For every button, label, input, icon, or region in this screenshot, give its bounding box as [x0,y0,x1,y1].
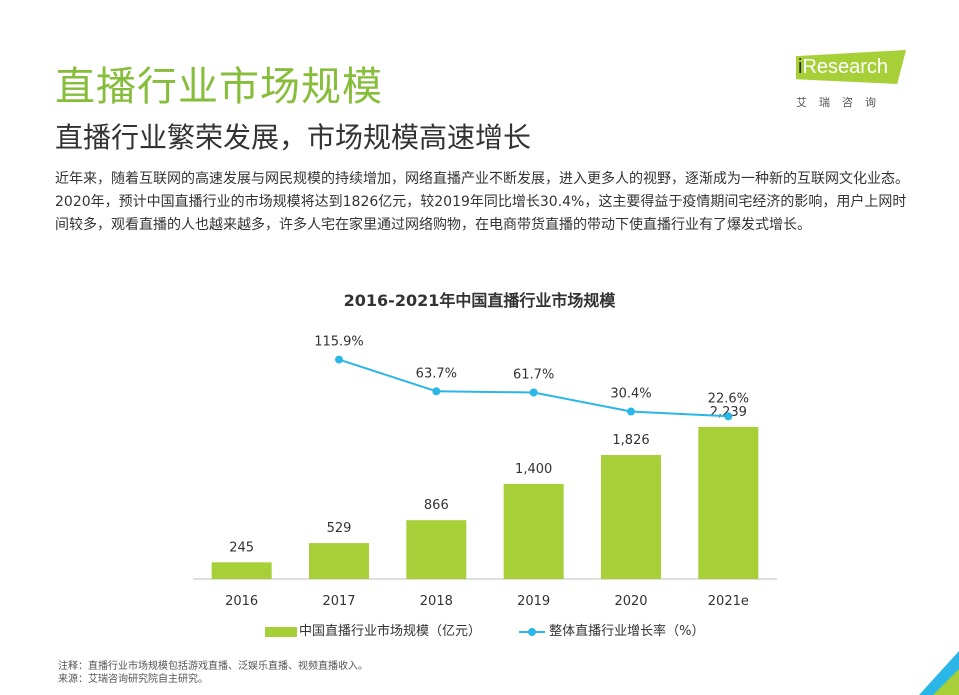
growth-point-2017 [335,355,343,364]
x-tick-2016: 2016 [225,594,258,609]
footnote-note: 注释：直播行业市场规模包括游戏直播、泛娱乐直播、视频直播收入。 [58,661,368,672]
footnote-source: 来源：艾瑞咨询研究院自主研究。 [58,674,208,685]
growth-point-2021e [724,412,733,421]
footnotes: 注释：直播行业市场规模包括游戏直播、泛娱乐直播、视频直播收入。 来源：艾瑞咨询研… [58,660,368,686]
bar-2018 [406,520,467,579]
growth-point-2019 [529,388,538,397]
growth-point-2020 [627,407,635,416]
legend-label-market-size: 中国直播行业市场规模（亿元） [299,624,482,639]
x-tick-2019: 2019 [517,594,550,609]
growth-label-2019: 61.7% [513,368,554,383]
bar-2020 [601,454,661,579]
bar-label-2018: 866 [424,498,449,513]
iresearch-logo: iResearch 艾瑞咨询 [788,44,913,114]
bar-2016 [211,562,272,579]
chart-legend: 中国直播行业市场规模（亿元） 整体直播行业增长率（%） [265,620,739,640]
x-tick-2018: 2018 [420,594,453,609]
legend-line-marker [519,627,546,636]
logo-badge [796,50,906,84]
bar-label-2016: 245 [229,540,254,555]
x-tick-2017: 2017 [322,594,355,609]
page-subtitle: 直播行业繁荣发展，市场规模高速增长 [55,121,532,154]
growth-label-2017: 115.9% [314,335,364,350]
bar-2017 [309,543,369,579]
x-tick-2021e: 2021e [708,594,749,609]
logo-wordmark: iResearch [798,56,889,78]
legend-bar-swatch [265,626,297,637]
bar-label-2017: 529 [327,521,352,536]
bar-label-2019: 1,400 [515,462,552,477]
bar-label-2020: 1,826 [612,433,649,448]
page-title: 直播行业市场规模 [55,64,383,110]
chart-title: 2016-2021年中国直播行业市场规模 [343,291,616,310]
corner-decoration [919,651,959,695]
growth-label-2020: 30.4% [610,387,651,402]
growth-label-2021e: 22.6% [708,391,749,406]
growth-label-2018: 63.7% [416,366,457,381]
legend-item-growth-rate: 整体直播行业增长率（%） [519,620,705,639]
logo-chinese-name: 艾瑞咨询 [796,96,888,109]
growth-point-2018 [432,387,441,396]
bar-2019 [503,483,564,579]
legend-item-market-size: 中国直播行业市场规模（亿元） [265,620,481,639]
intro-paragraph: 近年来，随着互联网的高速发展与网民规模的持续增加，网络直播产业不断发展，进入更多… [55,171,909,233]
legend-label-growth-rate: 整体直播行业增长率（%） [549,624,705,639]
bar-2021e [698,426,759,579]
x-tick-2020: 2020 [614,594,647,609]
